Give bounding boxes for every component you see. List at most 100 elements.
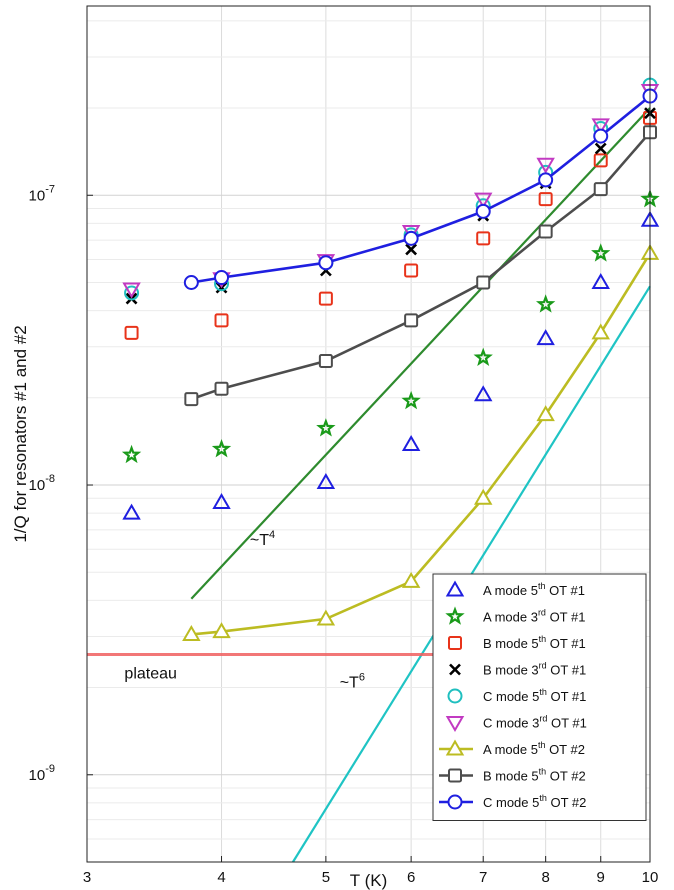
plot-frame <box>86 5 651 863</box>
data-point <box>401 571 421 588</box>
data-point <box>536 157 555 174</box>
legend: A mode 5th OT #1A mode 3rd OT #1B mode 5… <box>432 573 647 821</box>
data-point <box>214 381 229 396</box>
legend-marker <box>448 636 462 650</box>
legend-label-sup: th <box>538 740 546 750</box>
legend-label: A mode 5th OT #2 <box>483 740 585 757</box>
legend-label: A mode 3rd OT #1 <box>483 608 585 625</box>
y-tick-label: 10-8 <box>29 473 55 494</box>
x-tick-label: 7 <box>479 869 487 886</box>
x-axis-label: T (K) <box>350 871 387 890</box>
legend-label-base: C mode 5 <box>483 689 539 704</box>
data-point <box>404 263 419 278</box>
data-point <box>593 182 608 197</box>
data-point <box>316 609 336 626</box>
data-point <box>538 172 554 188</box>
data-point <box>591 118 610 135</box>
series-line <box>191 95 651 284</box>
data-point <box>124 285 140 301</box>
legend-label-sup: rd <box>539 661 547 671</box>
legend-marker <box>449 663 461 676</box>
legend-label-sup: th <box>539 793 547 803</box>
series-6 <box>182 243 660 641</box>
x-tick-label: 8 <box>541 869 549 886</box>
data-point <box>538 224 553 239</box>
y-tick-exp: -9 <box>45 763 55 775</box>
data-point <box>535 294 556 313</box>
series-line <box>191 252 652 636</box>
y-tick-base: 10 <box>29 767 46 784</box>
legend-item: B mode 5th OT #1 <box>448 634 586 651</box>
data-point <box>182 624 201 641</box>
legend-label-sup: rd <box>539 714 547 724</box>
legend-label-sup: th <box>539 687 547 697</box>
data-point <box>401 390 421 410</box>
data-point <box>594 142 607 155</box>
legend-label-base: B mode 5 <box>483 769 539 784</box>
x-tick-label: 4 <box>217 869 225 886</box>
data-point <box>536 405 555 422</box>
legend-item: B mode 3rd OT #1 <box>449 661 586 678</box>
data-point <box>316 473 336 490</box>
data-point <box>591 272 610 289</box>
legend-label: B mode 5th OT #1 <box>483 634 586 651</box>
legend-label-tail: OT #1 <box>545 583 585 598</box>
data-point <box>475 203 491 219</box>
data-point <box>403 230 419 246</box>
data-point <box>405 243 418 256</box>
data-point <box>183 274 199 290</box>
legend-marker <box>448 768 462 783</box>
data-point <box>476 275 491 290</box>
legend-marker <box>445 739 465 756</box>
data-point <box>591 243 611 262</box>
legend-label-base: C mode 5 <box>483 795 539 810</box>
legend-label: B mode 3rd OT #1 <box>483 661 586 678</box>
data-point <box>593 128 609 144</box>
y-tick-base: 10 <box>29 477 46 494</box>
legend-label-base: B mode 5 <box>483 636 539 651</box>
x-tick-label: 6 <box>407 869 415 886</box>
data-point <box>476 231 491 246</box>
annotation-t6: ~T6 <box>340 672 365 692</box>
legend-item: A mode 3rd OT #1 <box>445 606 585 625</box>
data-point <box>536 329 555 346</box>
data-point <box>212 493 231 510</box>
data-point <box>473 347 493 366</box>
data-point <box>591 323 610 340</box>
legend-label-sup: rd <box>538 608 546 618</box>
legend-label-base: A mode 5 <box>483 583 538 598</box>
data-point <box>212 622 231 639</box>
data-point <box>318 255 334 271</box>
legend-label-base: A mode 5 <box>483 742 538 757</box>
legend-item: A mode 5th OT #2 <box>439 739 585 757</box>
data-point <box>473 385 493 402</box>
x-tick-label: 9 <box>597 869 605 886</box>
legend-item: C mode 5th OT #2 <box>439 793 586 810</box>
legend-label-tail: OT #1 <box>546 610 586 625</box>
legend-label: C mode 3rd OT #1 <box>483 714 587 731</box>
series-0 <box>122 210 660 520</box>
y-tick-base: 10 <box>29 187 46 204</box>
y-axis-ticks: 10-910-810-7 <box>29 183 93 784</box>
legend-label-sup: th <box>539 634 547 644</box>
data-point <box>318 353 333 368</box>
data-point <box>404 313 419 328</box>
x-axis-ticks: 3 4 5 6 7 8 9 10 <box>83 856 658 886</box>
legend-label: C mode 5th OT #2 <box>483 793 586 810</box>
legend-label-sup: th <box>538 581 546 591</box>
data-point <box>316 418 336 437</box>
x-tick-label: 3 <box>83 869 91 886</box>
legend-marker <box>445 716 465 733</box>
legend-label: B mode 5th OT #2 <box>483 767 586 784</box>
legend-box <box>432 573 647 821</box>
series-line <box>190 131 651 401</box>
data-point <box>473 192 493 209</box>
data-point <box>593 153 608 168</box>
data-point <box>124 325 139 340</box>
data-point <box>121 444 142 464</box>
data-point <box>538 192 553 207</box>
legend-label: C mode 5th OT #1 <box>483 687 586 704</box>
annotation-t6-base: ~T <box>340 675 359 692</box>
data-point <box>473 488 493 505</box>
